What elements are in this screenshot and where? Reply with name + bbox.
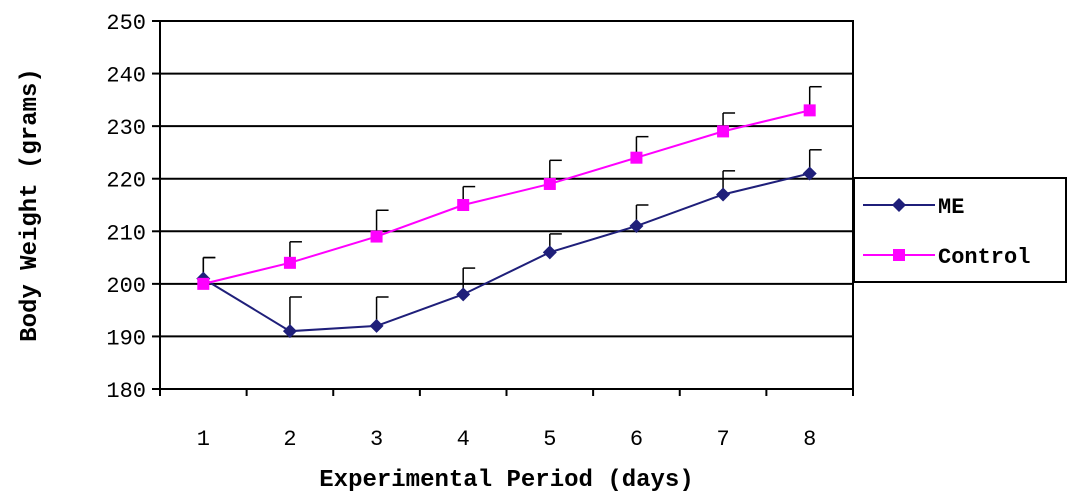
x-tick-label: 3 [370, 427, 383, 452]
data-point-control [803, 104, 816, 117]
data-point-me [629, 219, 644, 234]
data-point-control [630, 151, 643, 164]
y-tick-label: 220 [106, 169, 146, 194]
x-tick-label: 2 [283, 427, 296, 452]
x-tick-label: 6 [630, 427, 643, 452]
error-bars [202, 85, 822, 332]
x-axis-title: Experimental Period (days) [319, 467, 693, 494]
x-tick-label: 1 [197, 427, 210, 452]
data-point-control [197, 277, 210, 290]
data-point-me [282, 324, 297, 339]
data-point-control [543, 177, 556, 190]
series-line-me [202, 172, 810, 333]
grid-lines [160, 72, 853, 338]
data-markers [196, 104, 817, 339]
legend-box [853, 177, 1067, 283]
plot-area [159, 20, 854, 390]
data-point-me [542, 245, 557, 260]
legend-label-control: Control [938, 245, 1030, 270]
y-tick-label: 190 [106, 326, 146, 351]
tick-labels: 180 190 200 210 220 230 240 250 1 2 3 4 5 6 7 8 [106, 11, 816, 452]
x-tick-label: 5 [543, 427, 556, 452]
x-tick-label: 4 [457, 427, 470, 452]
y-tick-label: 230 [106, 116, 146, 141]
axis-ticks [152, 20, 854, 396]
y-tick-label: 210 [106, 221, 146, 246]
x-tick-label: 7 [716, 427, 729, 452]
x-tick-label: 8 [803, 427, 816, 452]
data-point-control [283, 256, 296, 269]
y-axis-title: Body Weight (grams) [17, 68, 44, 342]
legend-marker-me [892, 198, 906, 212]
data-point-me [369, 318, 384, 333]
data-point-me [456, 287, 471, 302]
data-point-control [457, 199, 470, 211]
data-point-me [716, 187, 731, 202]
y-tick-label: 240 [106, 64, 146, 89]
legend: ME Control [853, 177, 1067, 283]
y-tick-label: 180 [106, 379, 146, 404]
y-tick-label: 250 [106, 11, 146, 36]
legend-marker-control [893, 249, 905, 261]
y-tick-label: 200 [106, 274, 146, 299]
series-lines [202, 109, 810, 333]
series-line-control [203, 109, 810, 285]
data-point-control [370, 230, 383, 243]
data-point-me [802, 166, 817, 181]
data-point-control [717, 125, 730, 138]
legend-label-me: ME [938, 195, 964, 220]
